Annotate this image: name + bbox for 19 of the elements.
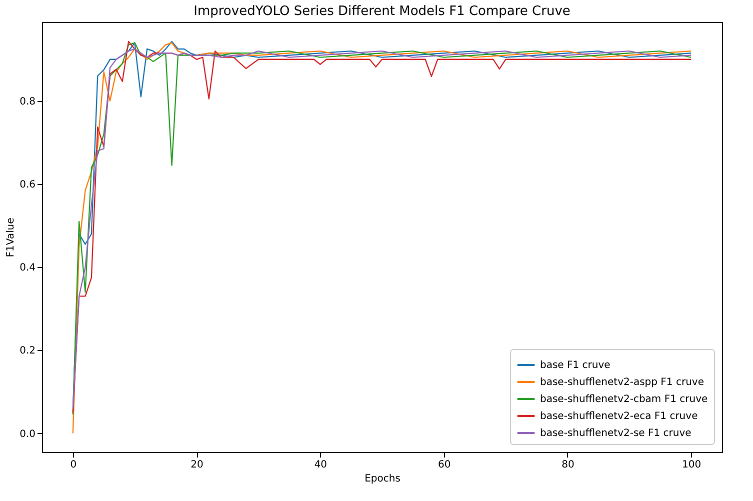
chart-title: ImprovedYOLO Series Different Models F1 Compare Cruve bbox=[194, 4, 570, 19]
y-axis-title: F1Value bbox=[6, 218, 17, 258]
x-axis-title: Epochs bbox=[364, 474, 400, 484]
legend-label: base-shufflenetv2-se F1 cruve bbox=[540, 428, 692, 439]
legend-label: base-shufflenetv2-aspp F1 cruve bbox=[540, 377, 704, 388]
x-tick-label: 80 bbox=[562, 460, 574, 470]
y-tick-label: 0.6 bbox=[20, 180, 36, 191]
x-tick-label: 60 bbox=[438, 460, 451, 470]
legend-label: base F1 cruve bbox=[540, 360, 610, 371]
y-tick-label: 0.0 bbox=[20, 428, 36, 440]
x-tick-label: 40 bbox=[314, 460, 328, 470]
legend-label: base-shufflenetv2-cbam F1 cruve bbox=[540, 394, 708, 405]
y-tick-label: 0.4 bbox=[20, 262, 36, 274]
x-tick-label: 100 bbox=[682, 460, 702, 470]
x-tick-label: 20 bbox=[190, 460, 204, 470]
x-tick-label: 0 bbox=[70, 460, 77, 470]
y-tick-label: 0.2 bbox=[20, 346, 36, 357]
legend-label: base-shufflenetv2-eca F1 cruve bbox=[540, 411, 698, 422]
y-tick-label: 0.8 bbox=[20, 96, 36, 108]
